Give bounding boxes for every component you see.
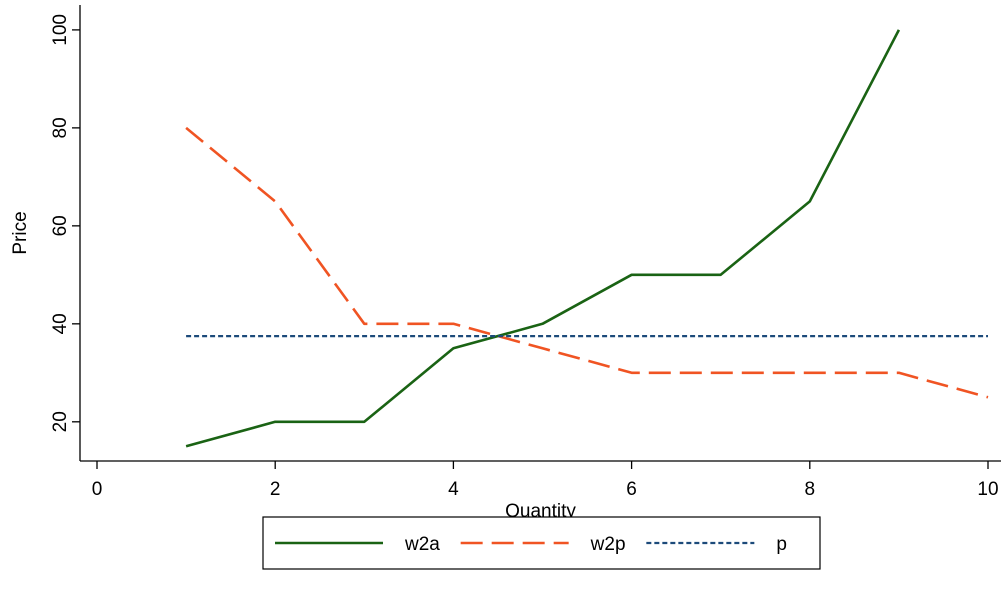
y-axis-title: Price — [10, 211, 31, 254]
legend-label-w2a: w2a — [404, 534, 440, 555]
legend-label-w2p: w2p — [590, 534, 626, 555]
x-tick-label: 4 — [448, 479, 459, 500]
y-tick-label: 80 — [50, 117, 71, 138]
x-tick-label: 0 — [92, 479, 103, 500]
y-tick-label: 100 — [50, 14, 71, 46]
y-axis: 20 40 60 80 100 — [50, 5, 81, 461]
y-tick-label: 40 — [50, 313, 71, 334]
legend: w2a w2p p — [262, 516, 821, 570]
x-tick-label: 8 — [805, 479, 816, 500]
plot-area — [185, 29, 989, 448]
x-tick-label: 6 — [626, 479, 637, 500]
legend-label-p: p — [776, 534, 787, 555]
series-line-w2a — [185, 29, 901, 448]
y-tick-label: 20 — [50, 411, 71, 432]
y-tick-label: 60 — [50, 215, 71, 236]
x-tick-label: 10 — [977, 479, 998, 500]
x-tick-label: 2 — [270, 479, 281, 500]
x-axis: 0 2 4 6 8 10 — [80, 460, 1001, 500]
series-line-w2p — [185, 126, 989, 399]
